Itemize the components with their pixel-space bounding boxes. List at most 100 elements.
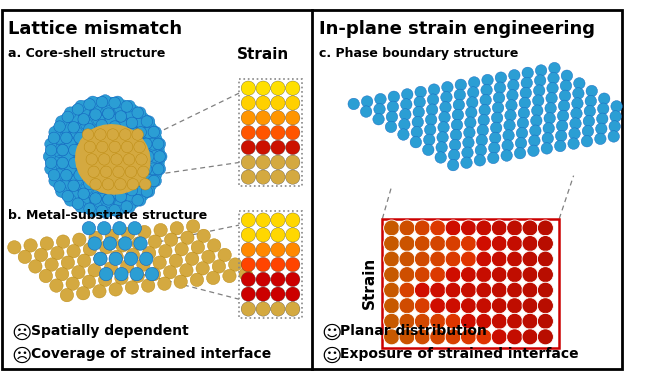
- Circle shape: [438, 122, 449, 133]
- Circle shape: [78, 113, 89, 125]
- Circle shape: [96, 182, 108, 193]
- Circle shape: [430, 298, 446, 314]
- Circle shape: [271, 111, 285, 125]
- Circle shape: [241, 155, 255, 169]
- Circle shape: [537, 235, 553, 252]
- Circle shape: [109, 252, 122, 266]
- Circle shape: [413, 106, 424, 118]
- Circle shape: [445, 267, 461, 283]
- Circle shape: [460, 298, 477, 314]
- Circle shape: [383, 220, 400, 236]
- Circle shape: [373, 113, 385, 125]
- Circle shape: [435, 152, 447, 163]
- Circle shape: [415, 235, 430, 252]
- Circle shape: [135, 163, 146, 175]
- Circle shape: [87, 96, 99, 108]
- Circle shape: [522, 282, 538, 298]
- Circle shape: [131, 269, 144, 283]
- Circle shape: [96, 119, 108, 131]
- Circle shape: [114, 198, 127, 210]
- Circle shape: [522, 220, 538, 236]
- Circle shape: [126, 185, 138, 196]
- Circle shape: [148, 163, 159, 175]
- Ellipse shape: [76, 125, 150, 194]
- Circle shape: [585, 96, 597, 107]
- Circle shape: [59, 180, 71, 192]
- Circle shape: [495, 72, 507, 83]
- Circle shape: [415, 220, 430, 236]
- Circle shape: [127, 163, 140, 175]
- Circle shape: [493, 92, 505, 103]
- Circle shape: [573, 78, 585, 89]
- Circle shape: [148, 138, 159, 150]
- Circle shape: [285, 257, 300, 272]
- Circle shape: [141, 163, 153, 175]
- Circle shape: [67, 189, 80, 201]
- Circle shape: [150, 175, 161, 187]
- Circle shape: [534, 75, 546, 86]
- Circle shape: [135, 185, 148, 196]
- Circle shape: [120, 174, 132, 186]
- Circle shape: [99, 95, 111, 106]
- Circle shape: [548, 72, 559, 84]
- Circle shape: [285, 302, 300, 316]
- Circle shape: [121, 127, 132, 139]
- Circle shape: [54, 181, 65, 192]
- Text: ☹: ☹: [12, 324, 32, 343]
- Circle shape: [128, 138, 140, 149]
- Circle shape: [430, 329, 446, 345]
- Circle shape: [505, 110, 517, 121]
- Circle shape: [82, 222, 95, 235]
- Circle shape: [135, 127, 146, 138]
- Circle shape: [134, 194, 146, 206]
- Circle shape: [271, 302, 285, 316]
- Circle shape: [445, 251, 461, 267]
- Circle shape: [547, 82, 558, 94]
- Circle shape: [103, 179, 114, 190]
- Circle shape: [132, 129, 144, 140]
- Circle shape: [410, 136, 422, 148]
- Circle shape: [481, 85, 492, 96]
- Circle shape: [118, 150, 130, 163]
- Circle shape: [285, 272, 300, 287]
- Circle shape: [573, 88, 584, 99]
- Circle shape: [476, 329, 492, 345]
- Circle shape: [87, 172, 99, 184]
- Circle shape: [507, 329, 522, 345]
- Circle shape: [99, 153, 110, 165]
- Circle shape: [152, 163, 164, 175]
- Circle shape: [543, 122, 554, 134]
- Text: Exposure of strained interface: Exposure of strained interface: [340, 347, 579, 361]
- Circle shape: [415, 86, 426, 98]
- Circle shape: [93, 285, 106, 298]
- Circle shape: [455, 79, 466, 91]
- Circle shape: [383, 282, 400, 298]
- Circle shape: [93, 187, 104, 199]
- Circle shape: [507, 89, 518, 101]
- Circle shape: [424, 134, 435, 146]
- Circle shape: [135, 117, 148, 128]
- Circle shape: [522, 251, 538, 267]
- Circle shape: [72, 233, 86, 246]
- Circle shape: [113, 222, 126, 235]
- Circle shape: [530, 125, 541, 136]
- Circle shape: [186, 219, 200, 233]
- Circle shape: [441, 81, 453, 93]
- Circle shape: [88, 166, 99, 177]
- Circle shape: [241, 287, 255, 301]
- Circle shape: [241, 81, 255, 96]
- Circle shape: [74, 132, 86, 144]
- Circle shape: [241, 111, 255, 125]
- Circle shape: [361, 96, 373, 107]
- Circle shape: [50, 144, 62, 156]
- Circle shape: [466, 97, 478, 108]
- Circle shape: [68, 122, 80, 133]
- Circle shape: [109, 97, 120, 109]
- Circle shape: [256, 111, 270, 125]
- Circle shape: [140, 138, 152, 150]
- Circle shape: [135, 175, 147, 187]
- Circle shape: [549, 63, 560, 74]
- Circle shape: [128, 175, 140, 186]
- Circle shape: [143, 127, 155, 138]
- Circle shape: [88, 237, 101, 250]
